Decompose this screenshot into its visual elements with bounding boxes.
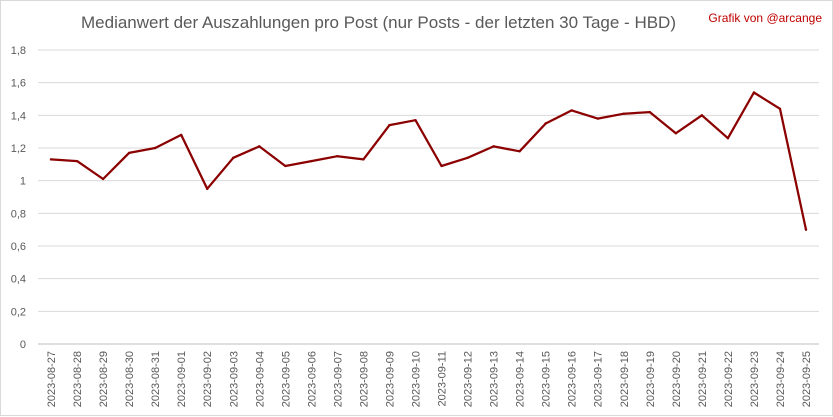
x-tick-label: 2023-09-01 — [176, 351, 188, 407]
x-tick-label: 2023-09-04 — [254, 351, 266, 407]
data-point — [752, 91, 756, 94]
x-tick-label: 2023-09-09 — [384, 351, 396, 407]
data-point — [518, 150, 521, 153]
x-tick-label: 2023-09-16 — [567, 351, 579, 407]
x-tick-label: 2023-09-15 — [541, 351, 553, 407]
data-point — [804, 228, 808, 231]
data-point — [466, 156, 469, 159]
y-tick-label: 1,6 — [11, 78, 26, 90]
series-layer — [49, 91, 808, 231]
x-tick-label: 2023-09-14 — [515, 351, 527, 407]
x-tick-label: 2023-09-23 — [749, 351, 761, 407]
data-point — [544, 122, 547, 125]
data-point — [258, 145, 261, 148]
x-tick-label: 2023-09-05 — [280, 351, 292, 407]
data-point — [414, 119, 417, 122]
data-point — [232, 156, 235, 159]
y-tick-label: 1,8 — [11, 45, 26, 57]
x-tick-label: 2023-09-17 — [593, 351, 605, 407]
chart-credit: Grafik von @arcange — [708, 11, 822, 25]
x-tick-label: 2023-09-24 — [775, 351, 787, 407]
x-tick-label: 2023-09-08 — [358, 351, 370, 407]
data-point — [75, 159, 79, 163]
data-point — [622, 112, 625, 115]
x-tick-label: 2023-09-20 — [671, 351, 683, 407]
x-tick-label: 2023-09-02 — [202, 351, 214, 407]
x-tick-label: 2023-09-22 — [723, 351, 735, 407]
x-tick-label: 2023-09-12 — [463, 351, 475, 407]
data-point — [362, 158, 365, 161]
data-point — [570, 109, 573, 112]
x-tick-label: 2023-09-19 — [645, 351, 657, 407]
x-tick-label: 2023-09-07 — [332, 351, 344, 407]
x-tick-label: 2023-09-11 — [437, 351, 449, 406]
x-tick-label: 2023-09-18 — [619, 351, 631, 407]
data-point — [674, 132, 678, 135]
data-point — [648, 110, 651, 114]
y-tick-label: 0,6 — [11, 241, 26, 253]
chart-title: Medianwert der Auszahlungen pro Post (nu… — [81, 13, 676, 32]
x-tick-label: 2023-09-21 — [697, 351, 709, 407]
series-line-0 — [49, 91, 808, 231]
data-point — [101, 177, 105, 181]
data-point — [596, 117, 599, 120]
x-tick-label: 2023-08-30 — [124, 351, 136, 407]
data-point — [153, 146, 157, 150]
y-tick-label: 1 — [20, 176, 26, 188]
y-tick-label: 1,2 — [11, 143, 26, 155]
x-axis-ticks: 2023-08-27 2023-08-28 2023-08-29 2023-08-30… — [46, 351, 813, 407]
data-point — [778, 107, 782, 111]
x-tick-label: 2023-09-03 — [228, 351, 240, 407]
x-tick-label: 2023-08-27 — [46, 351, 58, 407]
x-tick-label: 2023-09-10 — [410, 351, 422, 407]
data-point — [284, 164, 287, 168]
data-point — [336, 154, 339, 158]
y-tick-label: 0 — [20, 339, 26, 351]
y-tick-label: 1,4 — [11, 110, 26, 122]
x-tick-label: 2023-09-06 — [306, 351, 318, 407]
data-point — [492, 145, 495, 148]
data-point — [388, 123, 391, 127]
data-point — [700, 114, 704, 117]
data-point — [310, 159, 313, 163]
x-tick-label: 2023-08-28 — [72, 351, 84, 407]
data-point — [726, 137, 730, 140]
y-tick-label: 0,4 — [11, 274, 26, 286]
x-tick-label: 2023-08-31 — [150, 351, 162, 407]
x-tick-label: 2023-08-29 — [98, 351, 110, 407]
y-tick-label: 0,8 — [11, 208, 26, 220]
data-point — [440, 164, 443, 168]
data-point — [127, 151, 131, 155]
grid — [38, 49, 819, 345]
x-tick-label: 2023-09-13 — [489, 351, 501, 407]
x-tick-label: 2023-09-25 — [801, 351, 813, 407]
data-point — [179, 133, 183, 137]
y-tick-label: 0,2 — [11, 306, 26, 318]
data-point — [206, 187, 209, 191]
data-point — [49, 158, 53, 161]
y-axis-ticks: 0 0,2 0,4 0,6 0,8 1 1,2 1,4 1,6 1,8 — [11, 45, 26, 351]
